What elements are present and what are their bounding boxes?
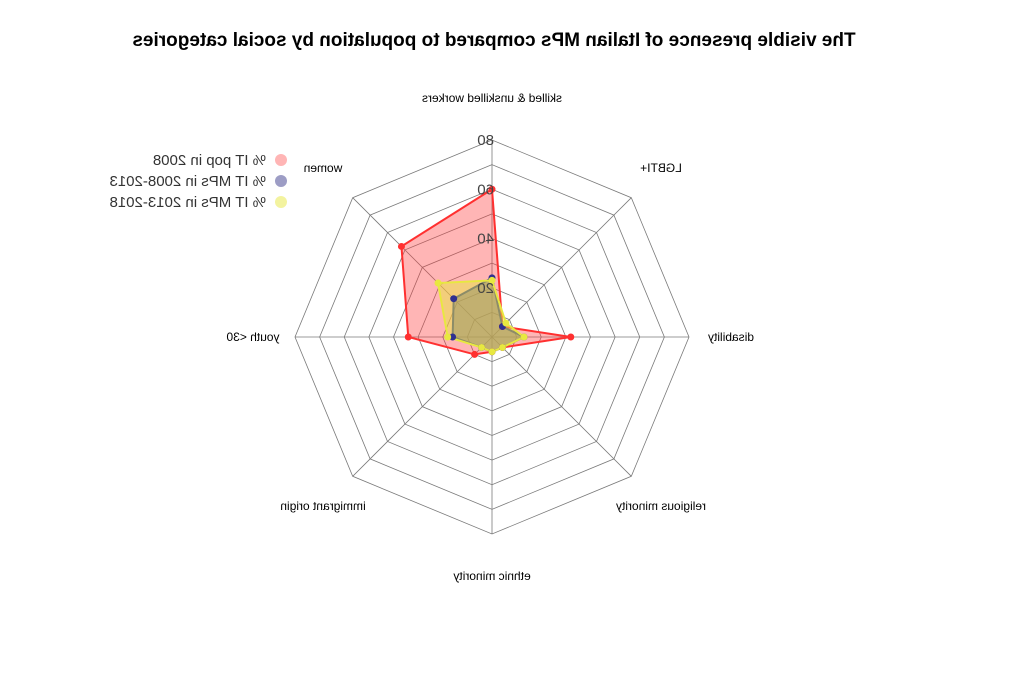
tick-label: 60 — [477, 181, 494, 198]
axis-label: skilled & unskilled workers — [422, 91, 562, 105]
radar-polygons — [400, 187, 571, 356]
axis-label: ethnic minority — [453, 569, 530, 583]
radar-tick-labels: 20 40 60 80 — [477, 132, 494, 297]
series-point — [488, 185, 496, 193]
axis-label: immigrant origin — [280, 499, 365, 513]
radar-axis-labels: skilled & unskilled workers women youth <3… — [226, 91, 754, 583]
series-point — [488, 348, 496, 356]
series-point — [567, 333, 575, 341]
legend-marker — [275, 154, 287, 166]
radar-points — [397, 185, 575, 358]
series-point — [404, 333, 412, 341]
spoke — [352, 336, 493, 477]
series-point — [498, 343, 506, 351]
legend-marker — [275, 196, 287, 208]
series-point — [488, 276, 496, 284]
legend-marker — [275, 175, 287, 187]
axis-label: LGBTI+ — [640, 161, 682, 175]
axis-label: disability — [708, 330, 754, 344]
series-point — [444, 333, 452, 341]
legend: % IT pop in 2008 % IT MPs in 2008-2013 % I… — [110, 152, 287, 211]
series-point — [449, 333, 457, 341]
series-point — [502, 319, 510, 327]
tick-label: 40 — [477, 231, 494, 248]
series-point — [478, 343, 486, 351]
axis-label: women — [304, 161, 344, 175]
axis-label: religious minority — [616, 499, 706, 513]
legend-label: % IT pop in 2008 — [153, 152, 266, 169]
series-point — [450, 295, 458, 303]
spoke — [491, 336, 632, 477]
tick-label: 80 — [477, 132, 494, 149]
legend-label: % IT MPs in 2013-2018 — [110, 194, 266, 211]
series-point — [471, 350, 479, 358]
series-point — [520, 333, 528, 341]
series-point — [434, 279, 442, 287]
legend-label: % IT MPs in 2008-2013 — [110, 173, 266, 190]
series-point — [397, 242, 405, 250]
tick-label: 20 — [477, 280, 494, 297]
axis-label: youth <30 — [226, 330, 279, 344]
spoke — [491, 197, 632, 338]
